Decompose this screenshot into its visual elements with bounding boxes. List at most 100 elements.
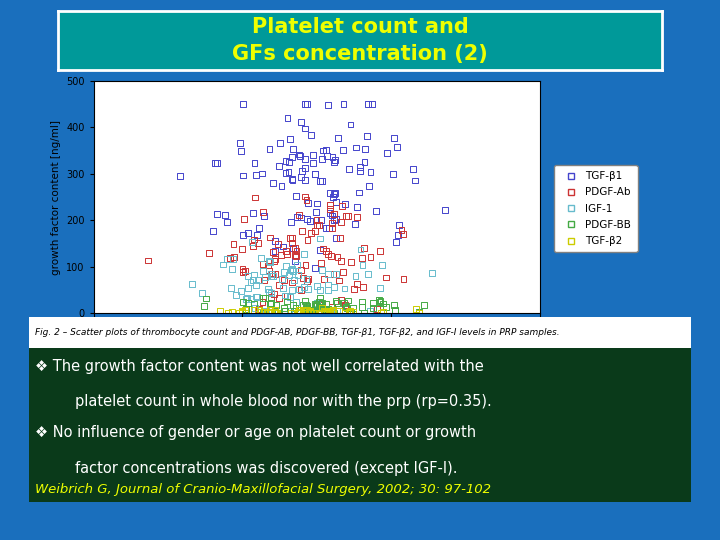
Point: [239, 308, 251, 317]
Point: [312, 220, 323, 229]
Point: [242, 228, 253, 237]
Point: [309, 301, 320, 310]
Point: [299, 100, 310, 109]
Point: [337, 202, 348, 211]
Point: [314, 177, 325, 186]
Point: [341, 303, 353, 312]
Point: [328, 306, 339, 315]
Point: [302, 275, 314, 284]
Point: [409, 176, 420, 185]
Point: [269, 309, 280, 318]
Point: [308, 308, 320, 317]
Point: [287, 278, 298, 287]
Point: [359, 144, 371, 153]
Point: [305, 229, 317, 238]
Point: [280, 262, 292, 271]
Point: [362, 100, 374, 109]
Point: [236, 308, 248, 317]
Point: [289, 303, 301, 312]
Point: [248, 235, 260, 244]
Point: [312, 302, 323, 310]
Point: [334, 234, 346, 242]
Point: [297, 274, 309, 282]
Point: [317, 304, 328, 313]
Point: [290, 251, 302, 260]
Point: [316, 155, 328, 164]
Point: [251, 231, 263, 239]
Point: [278, 284, 289, 293]
Point: [279, 291, 290, 300]
Point: [268, 257, 279, 266]
Point: [359, 244, 370, 253]
Point: [332, 253, 343, 262]
Point: [315, 308, 327, 317]
Point: [315, 303, 327, 312]
Point: [282, 114, 293, 123]
Point: [318, 244, 329, 253]
Point: [315, 259, 327, 268]
Point: [307, 159, 319, 168]
Point: [343, 296, 354, 305]
Point: [356, 303, 368, 312]
Point: [280, 247, 292, 255]
Point: [248, 270, 260, 279]
Point: [340, 302, 351, 311]
Point: [304, 308, 315, 316]
Point: [298, 249, 310, 258]
Point: [302, 215, 313, 224]
Point: [292, 271, 304, 279]
Point: [302, 303, 313, 312]
Point: [311, 199, 323, 208]
Point: [330, 296, 342, 305]
Point: [390, 307, 401, 315]
Point: [319, 307, 330, 315]
Point: [264, 145, 275, 153]
Point: [273, 309, 284, 318]
Point: [258, 212, 270, 220]
Point: [302, 199, 314, 207]
Point: [212, 159, 223, 168]
Point: [356, 261, 368, 269]
Point: [252, 239, 264, 247]
Point: [228, 253, 240, 261]
Point: [221, 255, 233, 264]
Point: [260, 307, 271, 315]
Point: [273, 281, 284, 290]
Point: [289, 276, 300, 285]
Point: [257, 208, 269, 217]
Point: [203, 249, 215, 258]
Point: [302, 236, 313, 245]
Point: [375, 297, 387, 306]
Point: [339, 200, 351, 208]
Point: [325, 309, 336, 318]
Point: [302, 285, 314, 293]
Point: [333, 307, 345, 316]
Point: [343, 211, 354, 220]
Point: [267, 178, 279, 187]
Point: [320, 224, 332, 233]
Point: [305, 307, 317, 315]
Point: [293, 308, 305, 317]
Point: [327, 307, 338, 315]
Point: [300, 308, 311, 317]
Point: [265, 306, 276, 314]
Point: [311, 281, 323, 290]
Point: [338, 284, 350, 293]
Point: [288, 307, 300, 315]
Point: [338, 267, 349, 276]
Point: [286, 153, 297, 161]
Point: [355, 245, 366, 254]
Point: [287, 176, 298, 185]
Point: [336, 296, 347, 305]
Point: [319, 308, 330, 317]
Point: [276, 275, 288, 284]
Point: [371, 206, 382, 215]
Point: [258, 276, 270, 285]
Point: [297, 301, 309, 309]
Point: [332, 133, 343, 142]
Point: [226, 307, 238, 316]
Point: [237, 307, 248, 315]
Point: [391, 143, 402, 152]
Point: [287, 145, 299, 153]
Point: [235, 147, 246, 156]
